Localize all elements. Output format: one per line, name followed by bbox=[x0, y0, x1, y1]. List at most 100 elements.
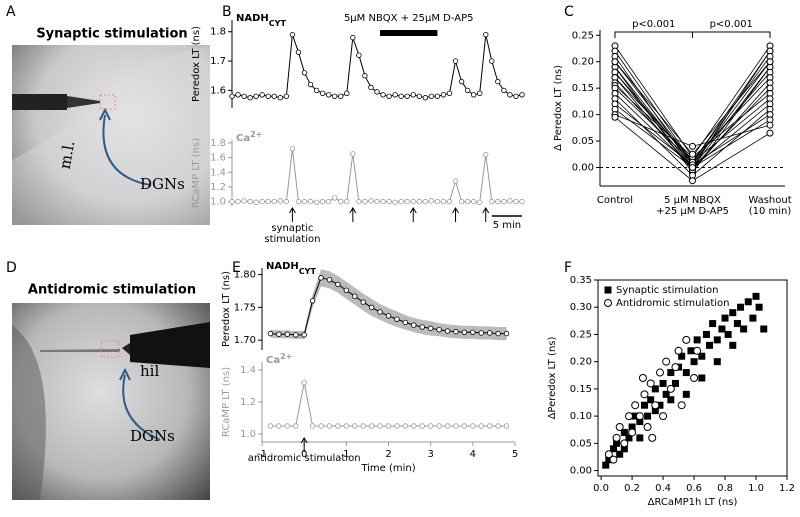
arrow bbox=[300, 437, 308, 452]
chart-title-part: 2+ bbox=[250, 130, 262, 139]
panel-letter: E bbox=[232, 260, 241, 276]
point bbox=[318, 423, 324, 429]
point bbox=[755, 303, 763, 311]
point bbox=[729, 341, 737, 349]
point bbox=[350, 151, 356, 157]
panel-letter: C bbox=[564, 4, 574, 20]
y-tick-label: 0.05 bbox=[570, 438, 592, 449]
point bbox=[326, 277, 333, 283]
photo-label: DGNs bbox=[140, 175, 185, 193]
point bbox=[690, 358, 698, 366]
y-axis-label: Δ Peredox LT (ns) bbox=[553, 65, 564, 151]
point bbox=[241, 198, 247, 204]
point bbox=[295, 49, 302, 55]
point bbox=[434, 93, 441, 99]
point bbox=[419, 324, 425, 330]
point bbox=[483, 151, 489, 158]
point bbox=[326, 423, 333, 429]
point bbox=[647, 396, 655, 404]
point bbox=[427, 423, 434, 429]
point bbox=[718, 325, 726, 333]
point bbox=[667, 396, 675, 404]
y-axis-label: Peredox LT (ns) bbox=[221, 271, 232, 347]
point bbox=[410, 92, 416, 98]
point bbox=[277, 95, 284, 101]
point bbox=[350, 34, 356, 41]
point bbox=[343, 423, 350, 429]
y-tick-label: 0.20 bbox=[570, 357, 592, 368]
point bbox=[283, 93, 290, 99]
point bbox=[729, 309, 737, 317]
point bbox=[385, 313, 392, 319]
point bbox=[693, 336, 701, 344]
point bbox=[604, 450, 613, 459]
x-tick-label: 0.6 bbox=[686, 483, 702, 494]
point bbox=[265, 93, 271, 99]
point bbox=[464, 87, 471, 94]
point bbox=[698, 374, 706, 382]
point bbox=[744, 298, 752, 306]
y-tick-label: 0.05 bbox=[572, 136, 594, 147]
point bbox=[440, 198, 447, 205]
point bbox=[301, 332, 307, 338]
point bbox=[452, 178, 459, 184]
panel-letter: B bbox=[222, 4, 232, 20]
legend-label: Antidromic stimulation bbox=[616, 298, 729, 309]
point bbox=[309, 423, 316, 429]
point bbox=[398, 198, 404, 205]
photo bbox=[12, 45, 210, 225]
point bbox=[301, 380, 307, 386]
point bbox=[394, 423, 400, 429]
point bbox=[229, 93, 235, 99]
point bbox=[259, 92, 265, 98]
x-tick-label: 1.0 bbox=[748, 483, 764, 494]
point bbox=[646, 379, 655, 388]
y-tick-label: 1.6 bbox=[210, 85, 226, 96]
x-tick-label: 1 bbox=[343, 449, 349, 460]
point bbox=[453, 328, 459, 335]
point bbox=[301, 70, 308, 76]
point bbox=[377, 423, 383, 429]
point bbox=[436, 423, 442, 429]
y-tick-label: 1.75 bbox=[234, 302, 256, 313]
point bbox=[458, 198, 465, 205]
point bbox=[477, 199, 483, 206]
point bbox=[625, 434, 633, 442]
y-tick-label: 0.10 bbox=[570, 411, 592, 422]
point bbox=[436, 326, 442, 333]
arrow bbox=[452, 207, 459, 222]
point bbox=[362, 73, 368, 79]
panel-letter: D bbox=[6, 260, 17, 276]
point bbox=[495, 423, 501, 429]
point bbox=[313, 87, 320, 94]
y-tick-label: 0.00 bbox=[572, 162, 594, 173]
point bbox=[253, 93, 259, 99]
error-band bbox=[270, 269, 507, 341]
point bbox=[612, 433, 621, 442]
point bbox=[374, 89, 380, 95]
point bbox=[335, 423, 341, 429]
photo bbox=[12, 303, 210, 500]
point bbox=[392, 199, 398, 206]
point bbox=[440, 92, 447, 98]
point bbox=[428, 198, 435, 204]
y-tick-label: 1.0 bbox=[240, 429, 256, 440]
point bbox=[752, 292, 760, 300]
point bbox=[404, 198, 410, 205]
point bbox=[640, 401, 648, 409]
point bbox=[605, 456, 613, 464]
point bbox=[307, 198, 314, 205]
y-axis-label: ΔPeredox LT (ns) bbox=[547, 337, 558, 420]
point bbox=[332, 93, 338, 99]
x-tick-label: 3 bbox=[427, 449, 433, 460]
point bbox=[671, 363, 680, 372]
point bbox=[724, 330, 732, 338]
point bbox=[267, 330, 274, 337]
point bbox=[689, 150, 696, 158]
point bbox=[624, 412, 633, 421]
y-tick-label: 0.35 bbox=[570, 275, 592, 286]
x-tick-label: 0.8 bbox=[717, 483, 733, 494]
point bbox=[487, 423, 493, 429]
point bbox=[470, 329, 476, 335]
point bbox=[386, 198, 392, 205]
